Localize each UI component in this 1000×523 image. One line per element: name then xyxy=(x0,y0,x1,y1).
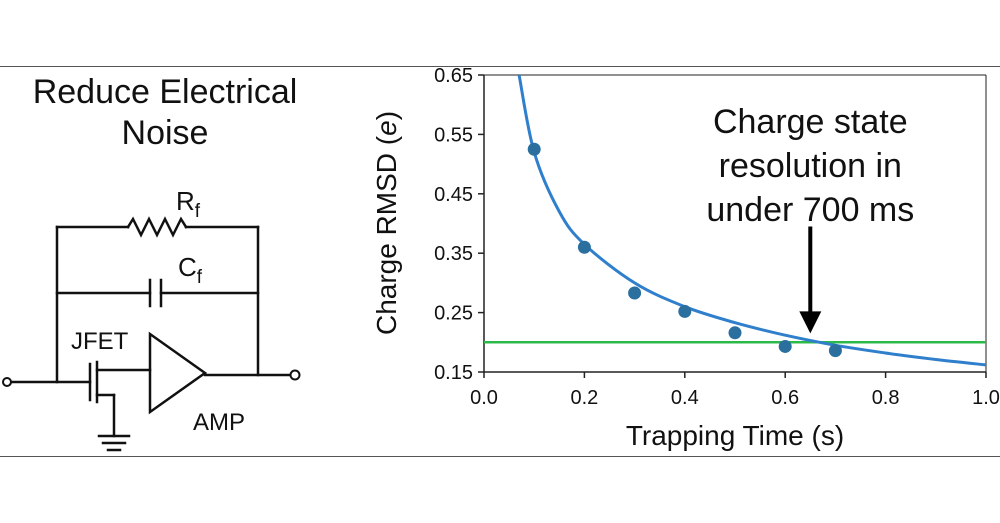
y-axis-label-suffix: ) xyxy=(371,111,402,120)
annotation: Charge state resolution in under 700 ms xyxy=(706,103,914,334)
output-terminal xyxy=(289,369,301,381)
rf-label: Rf xyxy=(176,186,201,222)
data-points xyxy=(527,142,842,358)
y-tick-label: 0.35 xyxy=(434,243,473,265)
data-point xyxy=(577,240,591,254)
x-tick-label: 0.0 xyxy=(470,387,498,409)
x-tick-label: 0.4 xyxy=(671,387,699,409)
data-point xyxy=(728,326,742,340)
y-tick-label: 0.45 xyxy=(434,184,473,206)
cf-label-main: C xyxy=(178,252,197,282)
data-point xyxy=(527,142,541,156)
annotation-text-line: Charge state xyxy=(713,103,908,141)
top-divider xyxy=(0,66,1000,67)
jfet-label: JFET xyxy=(71,328,129,355)
data-point xyxy=(778,339,792,353)
y-axis-label-prefix: Charge RMSD ( xyxy=(371,135,402,335)
rf-label-subscript: f xyxy=(195,201,201,222)
rf-label-main: R xyxy=(176,186,195,216)
trapping-time-chart: 0.0 0.2 0.4 0.6 0.8 1.0 0.15 0.25 0.35 0.45 0.55 0.… xyxy=(371,65,1000,451)
circuit-panel: Reduce Electrical Noise xyxy=(0,0,360,523)
annotation-arrow-head xyxy=(799,311,822,334)
circuit-title: Reduce Electrical Noise xyxy=(0,72,330,154)
plot-area xyxy=(484,75,986,367)
axis-ticks: 0.0 0.2 0.4 0.6 0.8 1.0 0.15 0.25 0.35 0.45 0.55 0.… xyxy=(434,65,1000,409)
resistor-symbol xyxy=(126,216,188,238)
x-tick-label: 0.8 xyxy=(872,387,900,409)
y-axis-label-unit: e xyxy=(371,120,402,136)
bottom-divider xyxy=(0,456,1000,457)
x-tick-label: 1.0 xyxy=(972,387,1000,409)
input-terminal xyxy=(2,377,12,387)
annotation-text-line: under 700 ms xyxy=(706,191,914,229)
amplifier-circuit-diagram: Rf Cf JFET AMP xyxy=(2,186,301,452)
y-tick-label: 0.65 xyxy=(434,65,473,87)
cf-label-subscript: f xyxy=(197,267,203,288)
y-tick-label: 0.55 xyxy=(434,124,473,146)
x-tick-label: 0.6 xyxy=(771,387,799,409)
amp-triangle xyxy=(148,331,208,415)
circuit-title-line-1: Reduce Electrical xyxy=(32,73,298,111)
data-point xyxy=(678,304,692,318)
amp-label: AMP xyxy=(193,409,245,436)
circuit-title-line-2: Noise xyxy=(121,114,209,152)
data-point xyxy=(828,344,842,358)
data-point xyxy=(628,286,642,300)
annotation-text-line: resolution in xyxy=(719,147,902,185)
y-tick-label: 0.15 xyxy=(434,362,473,384)
y-tick-label: 0.25 xyxy=(434,303,473,325)
y-axis-label: Charge RMSD (e) xyxy=(371,111,402,335)
x-tick-label: 0.2 xyxy=(570,387,598,409)
fit-curve xyxy=(517,75,986,367)
x-axis-label: Trapping Time (s) xyxy=(626,420,844,451)
cf-label: Cf xyxy=(178,252,203,288)
